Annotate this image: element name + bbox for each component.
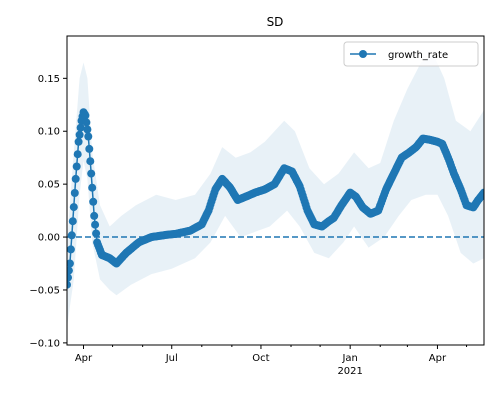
legend: growth_rate (343, 41, 479, 67)
data-point (68, 217, 77, 226)
data-point (83, 125, 92, 134)
y-tick-label: 0.00 (38, 233, 60, 244)
data-point (88, 183, 97, 192)
confidence-band (67, 55, 484, 327)
x-tick-label: Oct (252, 353, 269, 364)
plot-area (67, 55, 484, 327)
data-point (67, 259, 74, 268)
data-point (85, 144, 94, 153)
x-tick-sublabel: 2021 (337, 366, 362, 377)
y-axis: −0.10 −0.05 0.00 0.05 0.10 0.15 (29, 74, 67, 349)
data-point (87, 169, 96, 178)
plot-frame (66, 35, 485, 346)
y-tick-label: 0.10 (38, 127, 60, 138)
data-point (86, 157, 95, 166)
data-point (74, 137, 83, 146)
data-point (480, 188, 484, 197)
y-tick-label: −0.10 (29, 338, 60, 349)
data-point (67, 266, 73, 275)
data-point (71, 174, 80, 183)
data-point (67, 245, 75, 254)
legend-label: growth_rate (388, 50, 448, 61)
data-point (75, 130, 84, 139)
data-point (69, 203, 78, 212)
x-tick-label: Jul (165, 353, 178, 364)
data-point (81, 111, 90, 120)
chart-title: SD (267, 15, 284, 29)
x-axis: Apr Jul Oct Jan 2021 Apr (75, 345, 468, 377)
y-tick-label: 0.05 (38, 180, 60, 191)
y-tick-label: −0.05 (29, 285, 60, 296)
x-tick-label: Apr (429, 353, 447, 364)
data-point (76, 123, 85, 132)
data-point (73, 150, 82, 159)
data-point (90, 211, 99, 220)
x-tick-label: Jan (341, 353, 357, 364)
data-point (67, 231, 76, 240)
legend-marker-sample (359, 50, 367, 58)
data-point (82, 118, 91, 127)
series-markers (67, 108, 484, 289)
data-point (70, 189, 79, 197)
data-point (72, 162, 81, 171)
y-tick-label: 0.15 (38, 74, 60, 85)
data-point (89, 197, 98, 206)
data-point (67, 273, 72, 282)
data-point (91, 220, 100, 229)
data-point (92, 229, 101, 238)
data-point (84, 132, 93, 141)
data-point (67, 280, 71, 289)
x-tick-label: Apr (75, 353, 93, 364)
legend-box (343, 41, 479, 67)
